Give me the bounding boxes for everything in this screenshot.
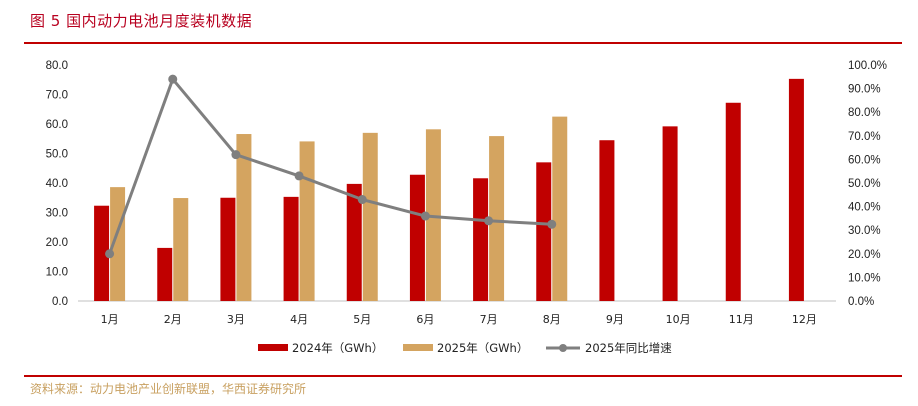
y-right-tick-label: 40.0% bbox=[848, 202, 881, 214]
title-rule bbox=[24, 42, 902, 44]
source-rule bbox=[24, 375, 902, 377]
y-left-tick-label: 60.0 bbox=[46, 119, 68, 131]
source-note: 资料来源：动力电池产业创新联盟，华西证券研究所 bbox=[30, 382, 307, 396]
bar-2024 bbox=[94, 205, 110, 301]
y-left-tick-label: 50.0 bbox=[46, 149, 68, 161]
bar-2025 bbox=[299, 141, 315, 301]
y-right-tick-label: 20.0% bbox=[848, 249, 881, 261]
bar-2024 bbox=[599, 140, 615, 301]
bar-2024 bbox=[346, 183, 362, 301]
legend-label-2024: 2024年（GWh） bbox=[292, 341, 383, 355]
bar-2025 bbox=[489, 136, 505, 301]
bar-2024 bbox=[788, 78, 804, 302]
bar-2024 bbox=[409, 174, 425, 301]
growth-point bbox=[484, 216, 494, 226]
x-category-label: 4月 bbox=[290, 313, 308, 326]
y-right-tick-label: 50.0% bbox=[848, 178, 881, 190]
bars bbox=[94, 78, 804, 302]
x-category-label: 10月 bbox=[666, 313, 691, 326]
growth-point bbox=[357, 195, 367, 205]
x-category-label: 6月 bbox=[416, 313, 434, 326]
x-category-label: 9月 bbox=[606, 313, 624, 326]
axes: 0.0 10.0 20.0 30.0 40.0 50.0 60.0 70.0 80.0 0.0% 1… bbox=[46, 60, 887, 326]
growth-point bbox=[420, 211, 430, 221]
legend-swatch-2025 bbox=[403, 344, 433, 351]
x-category-label: 1月 bbox=[101, 313, 119, 326]
y-right-tick-label: 10.0% bbox=[848, 272, 881, 284]
y-right-tick-label: 80.0% bbox=[848, 107, 881, 119]
y-right-tick-label: 100.0% bbox=[848, 60, 887, 72]
bar-2024 bbox=[157, 247, 173, 301]
y-right-tick-label: 0.0% bbox=[848, 296, 874, 308]
growth-point bbox=[105, 249, 115, 259]
bar-2024 bbox=[283, 196, 299, 301]
bar-2025 bbox=[362, 132, 378, 301]
bar-2024 bbox=[725, 102, 741, 301]
growth-point bbox=[294, 171, 304, 181]
y-left-tick-label: 80.0 bbox=[46, 60, 68, 72]
x-category-label: 8月 bbox=[543, 313, 561, 326]
legend: 2024年（GWh） 2025年（GWh） 2025年同比增速 bbox=[258, 341, 672, 355]
bar-2025 bbox=[110, 187, 126, 301]
bar-2025 bbox=[236, 134, 252, 301]
bar-2024 bbox=[473, 178, 489, 301]
legend-label-growth: 2025年同比增速 bbox=[585, 341, 672, 355]
y-left-tick-label: 70.0 bbox=[46, 90, 68, 102]
y-left-tick-label: 20.0 bbox=[46, 237, 68, 249]
growth-point bbox=[168, 74, 178, 84]
legend-label-2025: 2025年（GWh） bbox=[437, 341, 528, 355]
figure-title: 图 5 国内动力电池月度装机数据 bbox=[30, 12, 253, 30]
x-category-label: 11月 bbox=[729, 313, 754, 326]
growth-line-path bbox=[108, 77, 552, 255]
x-category-label: 2月 bbox=[164, 313, 182, 326]
y-right-tick-label: 70.0% bbox=[848, 131, 881, 143]
y-left-tick-label: 30.0 bbox=[46, 208, 68, 220]
legend-swatch-2024 bbox=[258, 344, 288, 351]
legend-marker-growth bbox=[559, 344, 567, 352]
x-category-label: 12月 bbox=[792, 313, 817, 326]
x-category-label: 5月 bbox=[353, 313, 371, 326]
y-left-tick-label: 40.0 bbox=[46, 178, 68, 190]
bar-2024 bbox=[220, 197, 236, 301]
growth-point bbox=[231, 150, 241, 160]
x-category-label: 7月 bbox=[480, 313, 498, 326]
bar-2025 bbox=[552, 116, 568, 301]
y-right-tick-label: 60.0% bbox=[848, 154, 881, 166]
x-category-label: 3月 bbox=[227, 313, 245, 326]
y-right-tick-label: 30.0% bbox=[848, 225, 881, 237]
bar-2024 bbox=[536, 162, 552, 301]
growth-line bbox=[105, 74, 557, 259]
growth-point bbox=[547, 219, 557, 229]
bar-2025 bbox=[173, 198, 189, 301]
bar-2024 bbox=[662, 126, 678, 301]
y-right-tick-label: 90.0% bbox=[848, 84, 881, 96]
y-left-tick-label: 0.0 bbox=[52, 296, 68, 308]
y-left-tick-label: 10.0 bbox=[46, 267, 68, 279]
